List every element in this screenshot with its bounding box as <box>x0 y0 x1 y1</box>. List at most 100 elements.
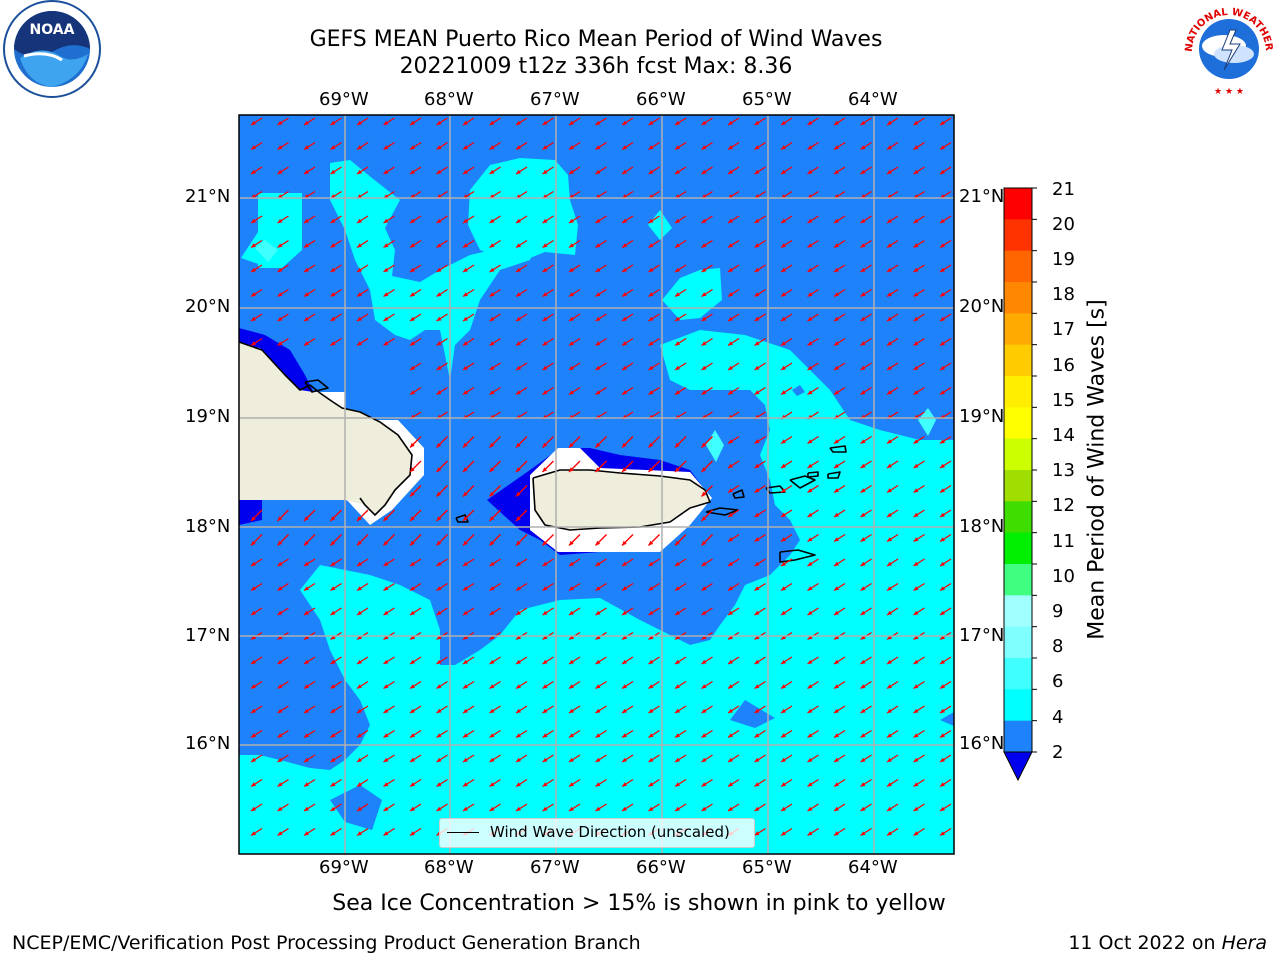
wind-wave-arrow-head <box>410 218 415 223</box>
wind-wave-arrow-head <box>383 145 389 150</box>
wind-wave-arrow-head <box>489 390 495 395</box>
colorbar-segment <box>1004 188 1032 220</box>
wind-wave-arrow-head <box>728 169 733 174</box>
wind-wave-arrow-head <box>860 586 866 591</box>
wind-wave-arrow-head <box>913 463 919 468</box>
wind-wave-arrow-head <box>489 806 495 811</box>
wind-wave-arrow-head <box>622 365 627 370</box>
wind-wave-arrow-head <box>622 442 627 448</box>
wind-wave-arrow-head <box>701 733 707 738</box>
wind-wave-arrow-head <box>913 390 919 395</box>
wind-wave-arrow-head <box>277 831 283 836</box>
wind-wave-arrow-head <box>436 341 442 346</box>
colorbar-tick: 13 <box>1052 460 1075 481</box>
wind-wave-arrow-head <box>463 516 468 521</box>
colorbar-tick: 4 <box>1052 707 1064 728</box>
wind-wave-arrow-head <box>622 733 627 738</box>
wind-wave-arrow-head <box>330 540 336 546</box>
wind-wave-arrow-head <box>754 512 760 517</box>
wind-wave-arrow-head <box>304 782 309 787</box>
wind-wave-arrow-head <box>330 316 336 321</box>
wind-wave-arrow-head <box>781 439 786 444</box>
wind-wave-arrow-head <box>913 365 919 370</box>
wind-wave-arrow-head <box>304 341 309 346</box>
wind-wave-arrow-head <box>251 145 256 150</box>
wind-wave-arrow-head <box>330 243 336 248</box>
wind-wave-arrow-head <box>807 806 813 811</box>
colorbar-segment <box>1004 626 1032 659</box>
wind-wave-arrow-head <box>357 733 362 738</box>
wind-wave-arrow-head <box>648 610 654 615</box>
wind-wave-arrow-head <box>701 540 707 546</box>
wind-wave-arrow-head <box>834 708 839 713</box>
wind-wave-arrow-head <box>940 267 945 272</box>
wind-wave-arrow-head <box>542 365 548 370</box>
wind-wave-arrow-head <box>463 684 468 689</box>
wind-wave-arrow-head <box>701 635 707 640</box>
wind-wave-arrow-head <box>860 463 866 468</box>
wind-wave-arrow-head <box>489 733 495 738</box>
wind-wave-arrow-head <box>516 684 521 689</box>
lon-label-top: 66°W <box>636 89 686 110</box>
wind-wave-arrow-head <box>728 635 733 640</box>
wind-wave-arrow-head <box>728 316 733 321</box>
wind-wave-arrow-head <box>251 316 256 321</box>
wind-wave-arrow-head <box>436 757 442 762</box>
wind-wave-arrow-head <box>781 292 786 297</box>
wind-wave-arrow-head <box>277 341 283 346</box>
wind-wave-arrow-head <box>860 708 866 713</box>
wind-wave-arrow-head <box>516 145 521 150</box>
wind-wave-arrow-head <box>595 806 601 811</box>
wind-wave-arrow-head <box>516 806 521 811</box>
wind-wave-arrow-head <box>542 540 548 546</box>
wind-wave-arrow-head <box>410 684 415 689</box>
wind-wave-arrow-head <box>516 316 521 321</box>
wind-wave-arrow-head <box>277 145 283 150</box>
colorbar-segment <box>1004 470 1032 502</box>
wind-wave-arrow-head <box>648 708 654 713</box>
wind-wave-arrow-head <box>887 390 892 395</box>
wind-wave-arrow-head <box>728 512 733 517</box>
wind-wave-arrow-head <box>887 757 892 762</box>
wind-wave-arrow-head <box>330 610 336 615</box>
wind-wave-arrow-head <box>913 120 919 125</box>
wind-wave-arrow-head <box>463 610 468 615</box>
wind-wave-arrow-head <box>860 145 866 150</box>
wind-wave-arrow-head <box>781 169 786 174</box>
wind-wave-arrow-head <box>489 243 495 248</box>
wind-wave-arrow-head <box>357 243 362 248</box>
wind-wave-arrow-head <box>860 537 866 542</box>
wind-wave-arrow-head <box>516 708 521 713</box>
wind-wave-arrow-head <box>648 243 654 248</box>
wind-wave-arrow-head <box>330 516 336 521</box>
wind-wave-arrow-head <box>277 610 283 615</box>
lon-label-top: 67°W <box>530 89 580 110</box>
wind-wave-arrow-head <box>701 586 707 591</box>
wind-wave-arrow-head <box>754 169 760 174</box>
wind-wave-arrow-head <box>887 243 892 248</box>
wind-wave-arrow-head <box>754 586 760 591</box>
colorbar-segment <box>1004 344 1032 377</box>
wind-wave-arrow-head <box>887 316 892 321</box>
wind-wave-arrow-head <box>754 341 760 346</box>
wind-wave-arrow-head <box>489 659 495 664</box>
wind-wave-arrow-head <box>277 757 283 762</box>
wind-wave-arrow-head <box>489 267 495 272</box>
wind-wave-arrow-head <box>701 561 707 566</box>
wind-wave-arrow-head <box>940 292 945 297</box>
wind-wave-arrow-head <box>383 267 389 272</box>
wind-wave-arrow-head <box>516 561 521 566</box>
wind-wave-arrow-head <box>887 120 892 125</box>
wind-wave-arrow-head <box>410 757 415 762</box>
wind-wave-arrow-head <box>728 145 733 150</box>
wind-wave-arrow-head <box>463 390 468 395</box>
wind-wave-arrow-head <box>410 442 415 448</box>
wind-wave-arrow-head <box>516 267 521 272</box>
wind-wave-arrow-head <box>701 610 707 615</box>
legend-box: Wind Wave Direction (unscaled) <box>439 818 755 848</box>
wind-wave-arrow-head <box>595 561 601 566</box>
coastline <box>789 475 816 489</box>
wind-wave-arrow-head <box>754 243 760 248</box>
wind-wave-arrow-head <box>675 684 680 689</box>
wind-wave-arrow-head <box>383 659 389 664</box>
